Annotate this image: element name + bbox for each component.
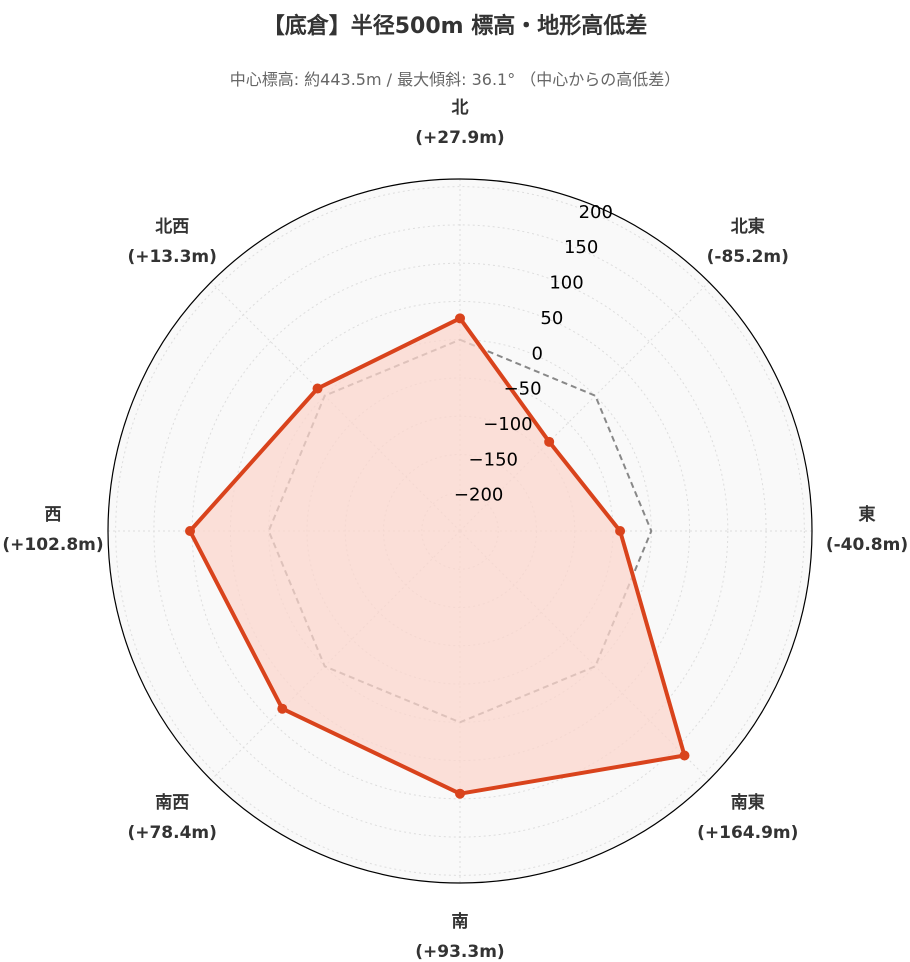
direction-label: 南東 xyxy=(731,792,765,813)
direction-value-label: (+78.4m) xyxy=(127,823,216,843)
chart-title: 【底倉】半径500m 標高・地形高低差 xyxy=(262,14,648,39)
r-tick-label: −50 xyxy=(504,379,542,400)
direction-label: 北東 xyxy=(731,216,765,237)
direction-value-label: (+102.8m) xyxy=(2,535,103,555)
elevation-point-1 xyxy=(544,436,555,447)
direction-label: 東 xyxy=(859,504,876,525)
direction-label: 北西 xyxy=(155,217,189,237)
elevation-point-5 xyxy=(277,703,288,714)
r-tick-label: 150 xyxy=(564,237,598,258)
chart-subtitle: 中心標高: 約443.5m / 最大傾斜: 36.1° （中心からの高低差） xyxy=(229,70,681,89)
direction-value-label: (-85.2m) xyxy=(707,247,789,267)
direction-label: 南 xyxy=(452,911,469,932)
direction-value-label: (+27.9m) xyxy=(415,128,504,148)
grid-spoke xyxy=(459,281,710,532)
label-layer: 北 (+27.9m) 北東 (-85.2m) 東 (-40.8m) 南東 (+164.9m) 南… xyxy=(2,98,908,962)
r-tick-label: −100 xyxy=(483,414,532,435)
plot-outline xyxy=(107,178,813,884)
direction-label: 北 xyxy=(452,98,469,118)
direction-value-label: (+13.3m) xyxy=(127,247,216,267)
r-tick-label: 100 xyxy=(549,273,583,294)
direction-label: 西 xyxy=(45,505,62,525)
direction-value-label: (+93.3m) xyxy=(415,942,504,962)
direction-value-label: (+164.9m) xyxy=(697,823,798,843)
r-tick-label: 200 xyxy=(579,202,613,223)
elevation-point-2 xyxy=(615,526,626,536)
r-tick-label: 50 xyxy=(540,308,563,329)
elevation-point-7 xyxy=(312,383,323,394)
elevation-point-0 xyxy=(455,313,465,324)
elevation-point-6 xyxy=(185,526,196,536)
grid-ring xyxy=(115,186,805,876)
elevation-point-4 xyxy=(455,788,465,799)
r-tick-label: −150 xyxy=(469,449,518,470)
r-tick-label: −200 xyxy=(454,485,503,506)
r-tick-label: 0 xyxy=(531,343,542,364)
elevation-series-area xyxy=(190,318,685,794)
series-layer xyxy=(185,313,690,799)
tick-layer: −200 −150 −100 −50 0 50 100 150 200 xyxy=(454,202,613,506)
direction-label: 南西 xyxy=(155,792,189,813)
direction-value-label: (-40.8m) xyxy=(826,535,908,555)
elevation-point-3 xyxy=(679,750,690,761)
